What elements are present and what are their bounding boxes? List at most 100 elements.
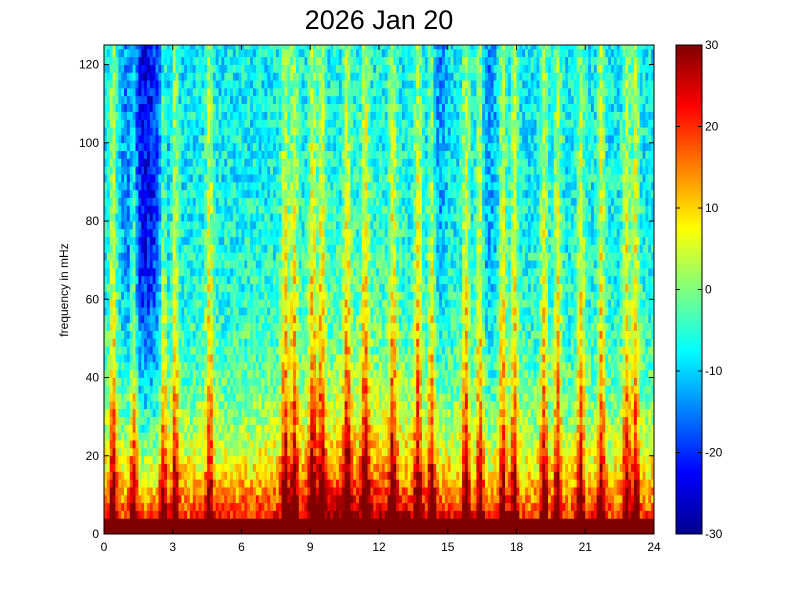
- heatmap-cell: [109, 416, 113, 425]
- heatmap-cell: [267, 479, 271, 488]
- heatmap-cell: [241, 166, 245, 175]
- heatmap-cell: [315, 487, 320, 496]
- heatmap-cell: [255, 48, 260, 58]
- heatmap-cell: [212, 338, 217, 347]
- heatmap-cell: [250, 494, 254, 504]
- heatmap-cell: [301, 166, 305, 175]
- heatmap-cell: [169, 354, 174, 363]
- heatmap-cell: [178, 260, 182, 269]
- heatmap-cell: [318, 408, 323, 418]
- heatmap-cell: [121, 95, 125, 105]
- heatmap-cell: [124, 189, 128, 198]
- heatmap-cell: [209, 221, 214, 230]
- heatmap-cell: [115, 377, 119, 386]
- heatmap-cell: [195, 291, 199, 300]
- heatmap-cell: [207, 526, 211, 535]
- heatmap-cell: [261, 158, 265, 167]
- heatmap-cell: [152, 354, 156, 363]
- heatmap-cell: [318, 221, 323, 230]
- heatmap-cell: [129, 408, 134, 418]
- heatmap-cell: [250, 88, 254, 97]
- heatmap-cell: [155, 275, 159, 285]
- heatmap-cell: [307, 213, 311, 222]
- heatmap-cell: [267, 189, 271, 198]
- heatmap-cell: [310, 314, 314, 324]
- heatmap-cell: [273, 103, 277, 112]
- heatmap-cell: [115, 119, 119, 128]
- heatmap-cell: [275, 228, 280, 238]
- heatmap-cell: [241, 275, 245, 285]
- heatmap-cell: [209, 45, 214, 50]
- heatmap-cell: [192, 502, 197, 511]
- heatmap-cell: [318, 48, 323, 58]
- heatmap-cell: [318, 471, 323, 480]
- heatmap-cell: [181, 88, 185, 97]
- heatmap-cell: [118, 463, 122, 472]
- heatmap-cell: [129, 174, 134, 183]
- heatmap-cell: [255, 174, 260, 183]
- heatmap-cell: [192, 307, 197, 316]
- heatmap-cell: [244, 236, 248, 245]
- heatmap-cell: [235, 408, 240, 418]
- heatmap-cell: [132, 526, 136, 535]
- heatmap-cell: [172, 228, 177, 238]
- heatmap-cell: [313, 267, 317, 277]
- heatmap-cell: [106, 330, 111, 339]
- heatmap-cell: [115, 299, 119, 308]
- heatmap-cell: [112, 291, 116, 300]
- heatmap-cell: [238, 158, 242, 167]
- heatmap-cell: [175, 72, 179, 81]
- heatmap-cell: [330, 479, 334, 488]
- heatmap-cell: [307, 80, 311, 89]
- heatmap-cell: [324, 221, 328, 230]
- heatmap-cell: [270, 479, 274, 488]
- heatmap-cell: [252, 455, 257, 464]
- heatmap-cell: [227, 526, 231, 535]
- heatmap-cell: [252, 158, 257, 167]
- heatmap-cell: [221, 338, 225, 347]
- heatmap-cell: [301, 150, 305, 159]
- heatmap-cell: [284, 393, 288, 402]
- heatmap-cell: [109, 455, 113, 464]
- heatmap-cell: [252, 244, 257, 253]
- heatmap-cell: [215, 416, 219, 425]
- heatmap-cell: [121, 463, 125, 472]
- heatmap-cell: [238, 228, 242, 238]
- heatmap-cell: [149, 45, 154, 50]
- heatmap-cell: [155, 252, 159, 261]
- heatmap-cell: [115, 56, 119, 65]
- heatmap-cell: [152, 377, 156, 386]
- heatmap-cell: [275, 354, 280, 363]
- heatmap-cell: [187, 330, 191, 339]
- heatmap-cell: [121, 338, 125, 347]
- heatmap-cell: [132, 463, 136, 472]
- heatmap-cell: [267, 95, 271, 105]
- heatmap-cell: [149, 307, 154, 316]
- heatmap-cell: [135, 354, 139, 363]
- heatmap-cell: [247, 267, 251, 277]
- heatmap-cell: [181, 213, 185, 222]
- heatmap-cell: [215, 424, 219, 433]
- heatmap-cell: [121, 424, 125, 433]
- heatmap-cell: [109, 440, 113, 449]
- heatmap-cell: [146, 447, 151, 457]
- heatmap-cell: [227, 197, 231, 206]
- heatmap-cell: [155, 134, 159, 144]
- heatmap-cell: [112, 134, 116, 144]
- heatmap-cell: [247, 283, 251, 292]
- heatmap-cell: [267, 447, 271, 457]
- heatmap-cell: [155, 150, 159, 159]
- heatmap-cell: [267, 471, 271, 480]
- heatmap-cell: [321, 369, 325, 378]
- heatmap-cell: [221, 526, 225, 535]
- heatmap-cell: [144, 440, 148, 449]
- heatmap-cell: [138, 377, 142, 386]
- heatmap-cell: [315, 283, 320, 292]
- heatmap-cell: [121, 174, 125, 183]
- heatmap-cell: [175, 267, 179, 277]
- heatmap-cell: [152, 455, 156, 464]
- heatmap-cell: [207, 134, 211, 144]
- heatmap-cell: [258, 299, 262, 308]
- heatmap-cell: [330, 440, 334, 449]
- heatmap-cell: [252, 181, 257, 191]
